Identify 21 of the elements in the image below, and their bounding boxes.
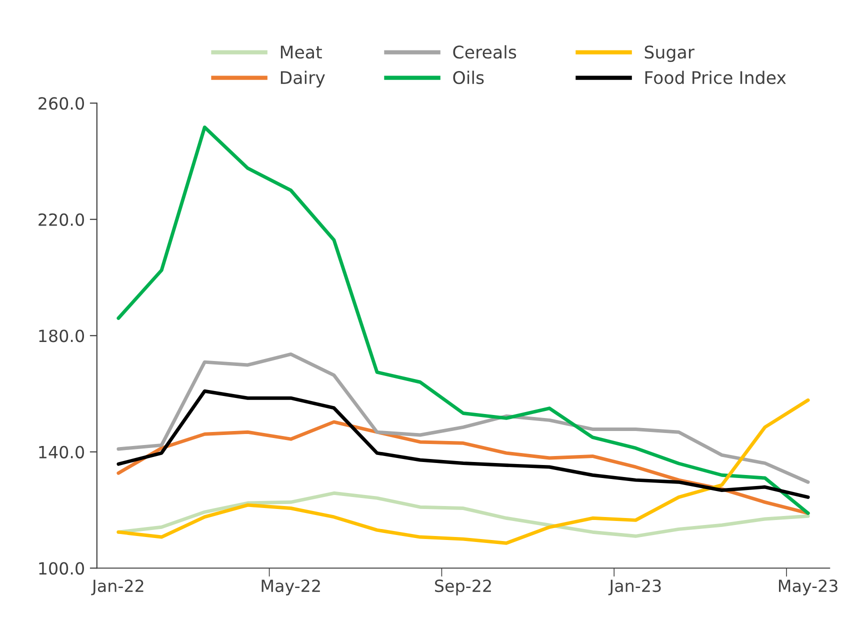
y-tick-label: 260.0: [38, 97, 84, 110]
x-tick-label: May-23: [778, 580, 838, 596]
legend-label: Oils: [453, 70, 484, 84]
y-tick-label: 180.0: [39, 330, 84, 342]
x-tick-label: Sep-22: [435, 580, 491, 596]
legend-label: Meat: [280, 46, 322, 59]
line-series: [116, 491, 810, 538]
x-tick-label: May-22: [262, 580, 320, 596]
line-series: [116, 352, 810, 484]
x-tick-label: Jan-22: [91, 580, 144, 596]
line-series: [116, 389, 810, 499]
x-tick-label: Jan-23: [608, 580, 661, 596]
legend-label: Cereals: [453, 45, 516, 59]
line-series: [116, 126, 810, 515]
y-tick-label: 100.0: [39, 562, 84, 575]
y-tick-label: 140.0: [39, 446, 84, 458]
legend-label: Food Price Index: [645, 70, 786, 84]
legend-label: Dairy: [280, 70, 325, 88]
legend-label: Sugar: [644, 46, 695, 62]
y-tick-label: 220.0: [38, 213, 84, 226]
line-series: [116, 398, 810, 545]
